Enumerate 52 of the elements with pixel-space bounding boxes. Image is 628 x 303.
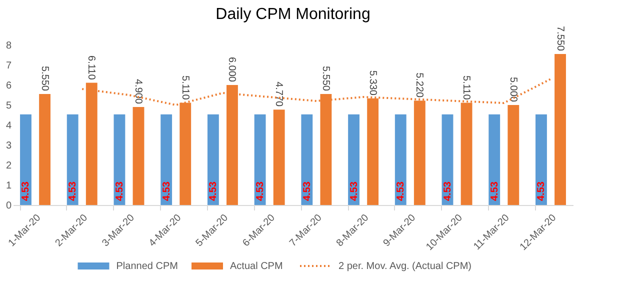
data-label: 4.53 (489, 181, 500, 201)
data-label: 5.110 (460, 76, 472, 100)
legend-label: Planned CPM (116, 261, 178, 272)
data-label: 4.900 (132, 78, 144, 104)
bar (301, 114, 313, 205)
y-tick-label: 6 (6, 80, 12, 92)
data-label: 4.53 (114, 181, 126, 201)
bar (394, 114, 406, 205)
data-label: 5.330 (366, 70, 378, 96)
bar (66, 114, 78, 205)
data-label: 4.53 (536, 181, 548, 201)
bar (39, 94, 50, 205)
data-label: 6.110 (86, 56, 97, 80)
legend-label: Actual CPM (230, 261, 283, 272)
bar (207, 114, 219, 205)
data-label: 4.53 (348, 181, 360, 201)
data-label: 5.550 (38, 66, 50, 92)
bar (348, 114, 360, 205)
y-tick-label: 5 (6, 100, 12, 112)
chart-title: Daily CPM Monitoring (216, 6, 370, 23)
bar (254, 114, 266, 205)
data-label: 5.110 (179, 76, 190, 100)
bar (160, 114, 172, 205)
data-label: 4.53 (302, 181, 313, 201)
bar (273, 110, 285, 205)
y-tick-label: 0 (6, 200, 12, 212)
data-label: 4.53 (161, 181, 172, 201)
data-label: 4.53 (208, 181, 220, 201)
data-label: 7.550 (554, 26, 566, 52)
y-tick-label: 8 (6, 40, 12, 52)
bar (554, 54, 566, 205)
legend-label: 2 per. Mov. Avg. (Actual CPM) (338, 261, 472, 272)
y-tick-label: 7 (6, 60, 12, 72)
data-label: 4.770 (273, 82, 284, 108)
bar (536, 114, 547, 205)
data-label: 4.53 (396, 181, 407, 201)
data-label: 5.000 (507, 76, 518, 102)
data-label: 4.53 (20, 181, 32, 201)
data-label: 4.53 (255, 181, 266, 201)
y-tick-label: 4 (6, 120, 12, 132)
bar (508, 105, 520, 205)
y-tick-label: 2 (6, 160, 12, 172)
data-label: 6.000 (226, 56, 238, 82)
bar (20, 114, 32, 205)
bar (132, 107, 144, 205)
y-tick-label: 3 (6, 140, 12, 152)
bar (488, 114, 500, 205)
data-label: 4.53 (68, 181, 79, 201)
data-label: 5.220 (414, 72, 425, 98)
data-label: 5.550 (320, 66, 331, 92)
y-tick-label: 1 (6, 180, 12, 192)
data-label: 4.53 (442, 181, 454, 201)
